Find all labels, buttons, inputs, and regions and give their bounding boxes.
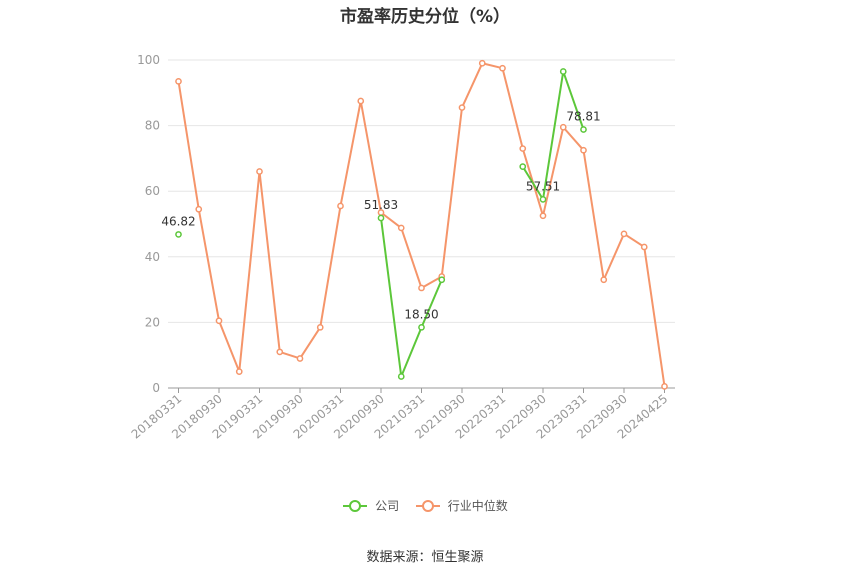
legend-industry-label: 行业中位数 <box>447 499 508 513</box>
legend: 公司 行业中位数 <box>0 497 850 514</box>
y-tick-label: 40 <box>145 250 160 264</box>
data-point-industry <box>640 243 648 251</box>
data-point-industry <box>195 205 203 213</box>
y-tick-label: 20 <box>145 315 160 329</box>
data-point-industry <box>296 355 304 362</box>
data-point-industry <box>397 224 405 232</box>
y-tick-label: 0 <box>152 381 160 395</box>
data-point-company <box>377 214 385 222</box>
data-point-company <box>519 163 527 170</box>
data-point-industry <box>620 230 628 238</box>
data-point-industry <box>661 383 668 390</box>
legend-company-label: 公司 <box>375 499 400 513</box>
y-tick-label: 100 <box>137 53 160 67</box>
data-point-industry <box>357 97 365 105</box>
data-point-industry <box>478 59 486 67</box>
legend-industry-marker <box>415 499 440 512</box>
data-point-company <box>397 373 405 380</box>
data-point-company <box>175 231 182 238</box>
data-point-industry <box>276 348 284 356</box>
data-point-industry <box>580 146 587 154</box>
line-chart: 0204060801002018033120180930201903312019… <box>129 53 675 442</box>
data-point-industry <box>458 104 466 111</box>
data-label: 46.82 <box>161 214 195 228</box>
data-label: 18.50 <box>404 307 438 321</box>
series-line-company <box>380 217 443 378</box>
legend-item-industry[interactable]: 行业中位数 <box>415 497 508 514</box>
data-point-industry <box>175 77 182 85</box>
data-point-company <box>438 276 446 284</box>
data-point-industry <box>539 212 547 220</box>
data-point-company <box>539 196 547 203</box>
data-label: 51.83 <box>364 198 398 212</box>
data-point-industry <box>519 145 527 152</box>
data-point-company <box>418 323 425 331</box>
data-source: 数据来源：恒生聚源 <box>366 550 484 565</box>
data-label: 57.51 <box>526 179 560 193</box>
data-point-industry <box>418 284 425 292</box>
y-tick-label: 80 <box>145 119 160 133</box>
data-point-company <box>580 126 587 133</box>
data-point-industry <box>215 317 223 325</box>
data-point-company <box>559 68 567 75</box>
chart-title: 市盈率历史分位（%） <box>339 7 511 27</box>
legend-item-company[interactable]: 公司 <box>342 497 399 514</box>
data-point-industry <box>235 368 243 375</box>
data-label: 78.81 <box>566 110 600 124</box>
legend-company-marker <box>343 499 368 512</box>
data-point-industry <box>600 276 608 284</box>
series-line-company <box>521 70 585 201</box>
data-point-industry <box>316 323 324 331</box>
data-point-industry <box>256 168 263 175</box>
data-point-industry <box>559 123 567 131</box>
data-point-industry <box>499 64 506 72</box>
y-tick-label: 60 <box>145 184 160 198</box>
data-point-industry <box>337 202 344 210</box>
